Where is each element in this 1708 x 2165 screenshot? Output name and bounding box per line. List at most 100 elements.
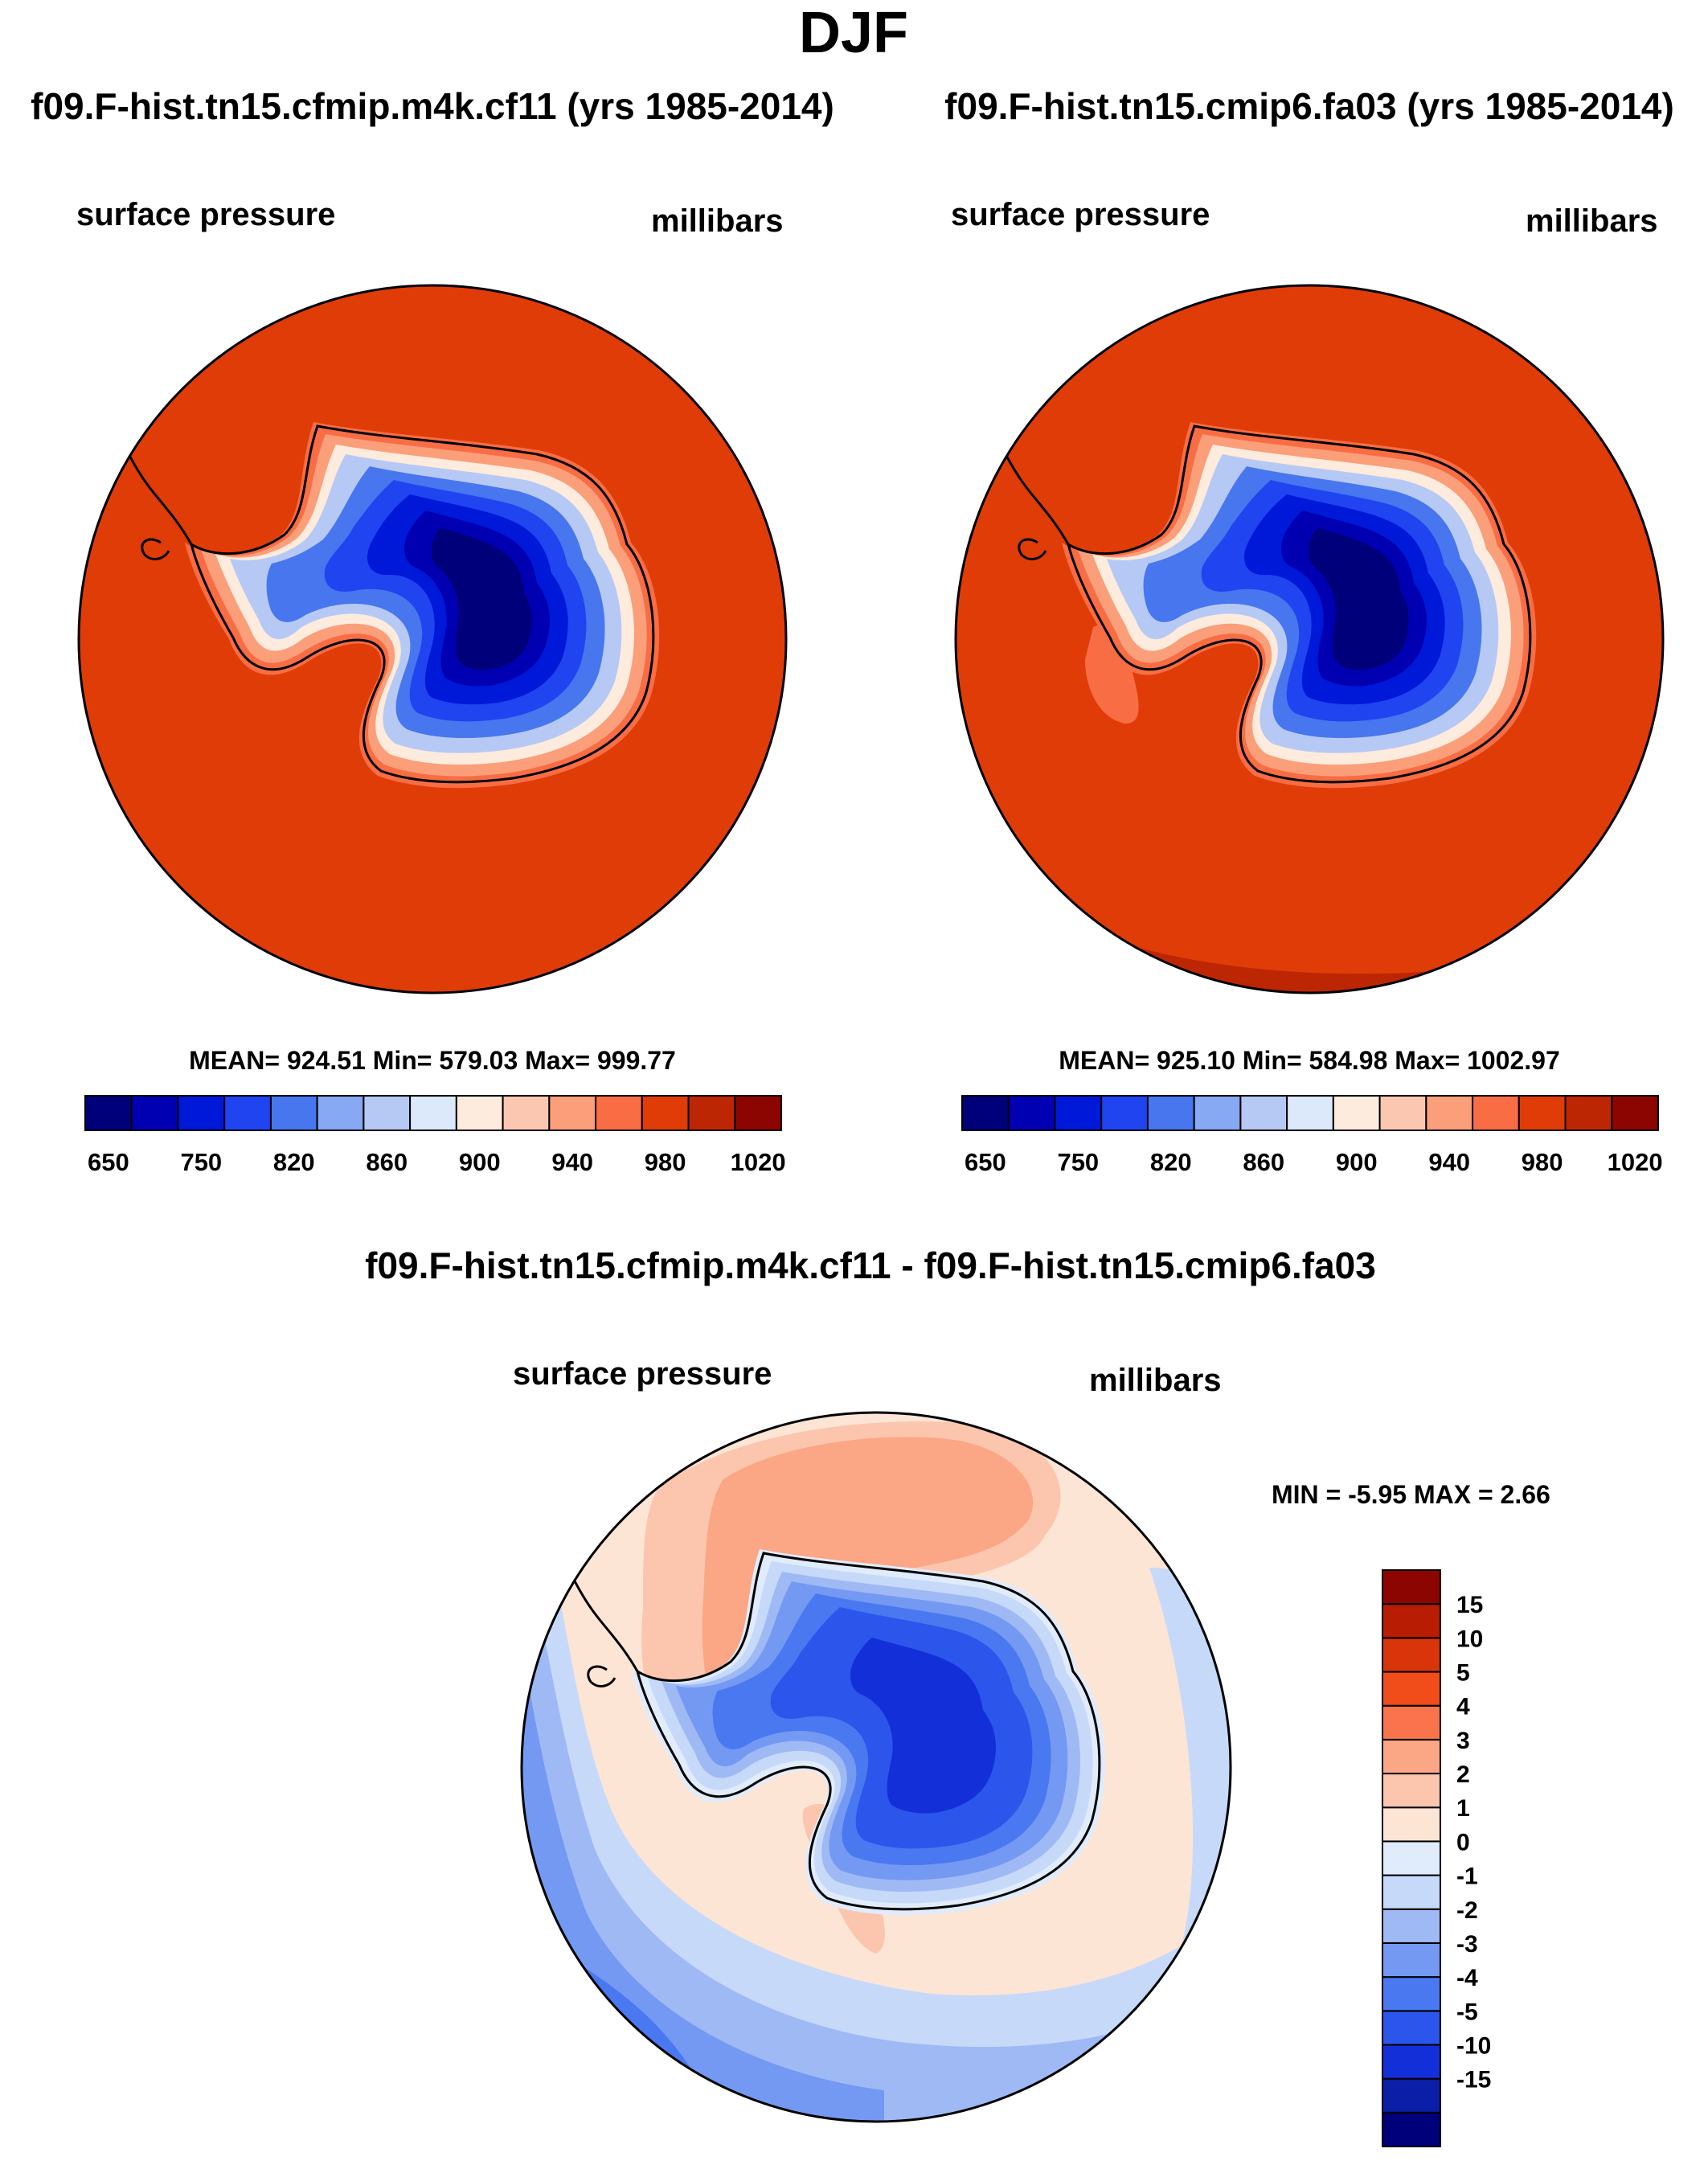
- panel-a-map: [79, 285, 786, 993]
- difference-colorbar-box: [1382, 1806, 1441, 1843]
- difference-colorbar-label: -3: [1456, 1931, 1478, 1958]
- panel-b-colorbar-box: [1193, 1095, 1242, 1131]
- difference-colorbar-box: [1382, 1874, 1441, 1910]
- panel-b-colorbar-tick-label: 980: [1522, 1148, 1563, 1176]
- panel-b-colorbar-tick-label: 860: [1243, 1148, 1284, 1176]
- panel-a-case-title: f09.F-hist.tn15.cfmip.m4k.cf11 (yrs 1985…: [31, 85, 834, 127]
- difference-stats: MIN = -5.95 MAX = 2.66: [1272, 1480, 1550, 1509]
- panel-b-colorbar-box: [1100, 1095, 1149, 1131]
- panel-b-units: millibars: [1526, 203, 1658, 239]
- panel-a-colorbar-box: [595, 1095, 643, 1131]
- panel-a-colorbar-box: [362, 1095, 412, 1131]
- difference-colorbar-label: 2: [1456, 1761, 1470, 1788]
- difference-map-border: [520, 1411, 1232, 2123]
- panel-b-colorbar-tick-label: 1020: [1608, 1148, 1663, 1176]
- diff-band: [522, 1447, 1231, 2122]
- panel-a-map-border: [77, 284, 788, 994]
- panel-b-colorbar-box: [1378, 1095, 1427, 1131]
- panel-b-colorbar-tick-label: 750: [1057, 1148, 1099, 1176]
- difference-units: millibars: [1089, 1363, 1222, 1398]
- difference-colorbar-box: [1382, 1738, 1441, 1775]
- diff-band: [702, 1437, 1034, 1737]
- panel-b-colorbar: 650 750 820 860 900 940 980 1020: [961, 1095, 1663, 1176]
- difference-colorbar-box: [1382, 2111, 1441, 2147]
- panel-a-colorbar-box: [409, 1095, 457, 1131]
- panel-b-colorbar-tick-label: 940: [1428, 1148, 1470, 1176]
- difference-colorbar-label: -10: [1456, 2032, 1491, 2059]
- difference-colorbar-box: [1382, 1704, 1441, 1741]
- difference-colorbar-label: -1: [1456, 1864, 1478, 1890]
- panel-b-colorbar-box: [1332, 1095, 1381, 1131]
- panel-a-colorbar-box: [502, 1095, 551, 1131]
- panel-b-colorbar-box: [1239, 1095, 1288, 1131]
- panel-b-colorbar-box: [1518, 1095, 1567, 1131]
- panel-b-colorbar-tick-label: 650: [965, 1148, 1006, 1176]
- contour-fill: [1309, 528, 1409, 670]
- panel-a-colorbar-box: [130, 1095, 179, 1131]
- difference-colorbar-box: [1382, 1773, 1441, 1809]
- difference-colorbar-box: [1382, 2044, 1441, 2080]
- panel-b-colorbar-tick-label: 820: [1150, 1148, 1192, 1176]
- difference-colorbar-label: 4: [1456, 1694, 1470, 1720]
- difference-colorbar-label: -5: [1456, 1999, 1478, 2025]
- panel-a-colorbar-tick-label: 980: [645, 1148, 686, 1176]
- difference-colorbar-label: -15: [1456, 2067, 1491, 2093]
- coastline: [635, 1552, 1101, 1911]
- panel-a-colorbar-box: [641, 1095, 690, 1131]
- difference-colorbar-box: [1382, 1908, 1441, 1944]
- panel-b-continent-contours: [996, 422, 1537, 789]
- contour-fill: [850, 1638, 996, 1814]
- panel-a-colorbar-box: [84, 1095, 133, 1131]
- panel-difference: f09.F-hist.tn15.cfmip.m4k.cf11 - f09.F-h…: [365, 1244, 1550, 2147]
- difference-colorbar-box: [1382, 1942, 1441, 1978]
- panel-a-colorbar-box: [455, 1095, 504, 1131]
- difference-colorbar-box: [1382, 1603, 1441, 1639]
- panel-b-stats: MEAN= 925.10 Min= 584.98 Max= 1002.97: [1059, 1046, 1560, 1075]
- panel-a-continent-contours: [119, 422, 660, 789]
- panel-b-case-title: f09.F-hist.tn15.cmip6.fa03 (yrs 1985-201…: [944, 85, 1674, 127]
- panel-b-map-border: [954, 284, 1665, 994]
- difference-colorbar-label: -4: [1456, 1965, 1478, 1991]
- coastline: [1066, 424, 1532, 784]
- panel-b-map: [956, 285, 1663, 993]
- panel-b-colorbar-box: [961, 1095, 1010, 1131]
- difference-colorbar-label: 10: [1456, 1626, 1483, 1652]
- season-title: DJF: [799, 1, 908, 65]
- panel-b-variable: surface pressure: [951, 197, 1210, 232]
- panel-b-light-patch: [1085, 625, 1139, 724]
- contour-fill: [432, 528, 532, 670]
- panel-b-colorbar-box: [1007, 1095, 1056, 1131]
- difference-colorbar-label: -2: [1456, 1897, 1478, 1924]
- panel-a-units: millibars: [651, 203, 784, 239]
- panel-a-stats: MEAN= 924.51 Min= 579.03 Max= 999.77: [189, 1046, 676, 1075]
- difference-colorbar-label: 1: [1456, 1795, 1470, 1822]
- panel-a-colorbar-tick-label: 900: [459, 1148, 501, 1176]
- panel-a-colorbar-box: [548, 1095, 597, 1131]
- panel-a-colorbar-tick-label: 860: [366, 1148, 408, 1176]
- panel-a-colorbar-box: [177, 1095, 226, 1131]
- panel-b-colorbar-box: [1054, 1095, 1103, 1131]
- panel-b-colorbar-box: [1611, 1095, 1660, 1131]
- difference-colorbar-box: [1382, 1840, 1441, 1876]
- difference-colorbar-box: [1382, 1569, 1441, 1605]
- difference-colorbar-box: [1382, 1637, 1441, 1673]
- panel-a-colorbar-box: [269, 1095, 318, 1131]
- panel-b-colorbar-box: [1564, 1095, 1613, 1131]
- difference-colorbar-box: [1382, 1671, 1441, 1707]
- difference-colorbar-label: 3: [1456, 1728, 1470, 1754]
- panel-a-colorbar-box: [734, 1095, 782, 1131]
- diff-band: [522, 1527, 1231, 2122]
- panel-a-variable: surface pressure: [76, 197, 335, 232]
- panel-b-colorbar-tick-label: 900: [1336, 1148, 1378, 1176]
- coastline: [189, 424, 655, 784]
- difference-colorbar-label: 0: [1456, 1829, 1470, 1855]
- panel-b-colorbar-box: [1472, 1095, 1520, 1131]
- panel-a-colorbar-box: [316, 1095, 365, 1131]
- panel-a-colorbar-tick-label: 750: [180, 1148, 222, 1176]
- difference-colorbar-label: 5: [1456, 1660, 1470, 1687]
- panel-a-colorbar-box: [687, 1095, 736, 1131]
- panel-b-colorbar-box: [1425, 1095, 1474, 1131]
- panel-a-colorbar-tick-label: 820: [273, 1148, 315, 1176]
